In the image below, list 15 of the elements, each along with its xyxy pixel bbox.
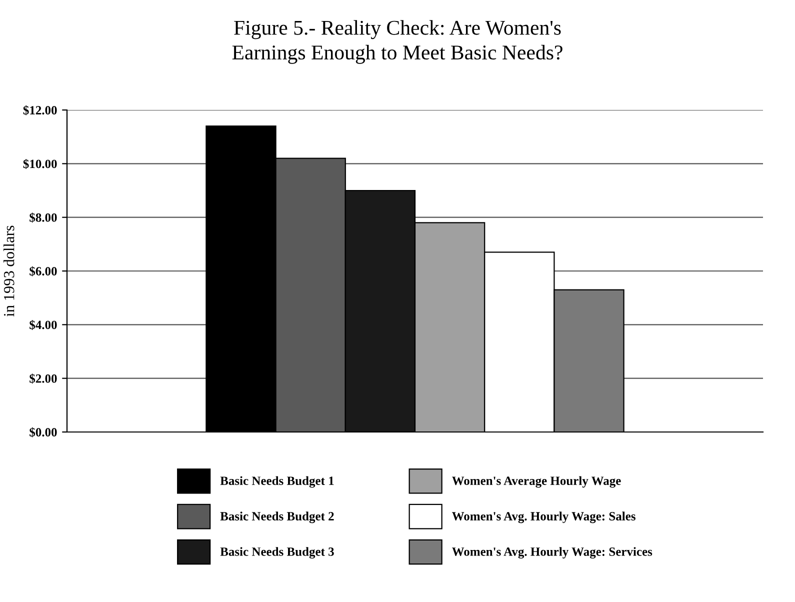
legend-label: Women's Average Hourly Wage <box>452 476 621 488</box>
y-tick-label: $12.00 <box>23 105 57 116</box>
y-axis-title: in 1993 dollars <box>3 226 14 317</box>
legend-label: Basic Needs Budget 2 <box>220 512 334 524</box>
y-tick-label: $0.00 <box>30 427 57 438</box>
legend-label: Basic Needs Budget 1 <box>220 476 334 488</box>
y-tick-label: $10.00 <box>23 158 57 169</box>
y-tick-label: $8.00 <box>30 212 57 223</box>
legend-label: Basic Needs Budget 3 <box>220 547 334 559</box>
legend-label: Women's Avg. Hourly Wage: Services <box>452 547 652 559</box>
y-tick-label: $2.00 <box>30 374 57 384</box>
chart-title: Figure 5.- Reality Check: Are Women's Earnings Enough to Meet Basic Needs? <box>232 20 562 64</box>
legend-label: Women's Avg. Hourly Wage: Sales <box>452 512 636 524</box>
y-tick-label: $6.00 <box>30 266 57 276</box>
y-tick-label: $4.00 <box>30 320 57 330</box>
